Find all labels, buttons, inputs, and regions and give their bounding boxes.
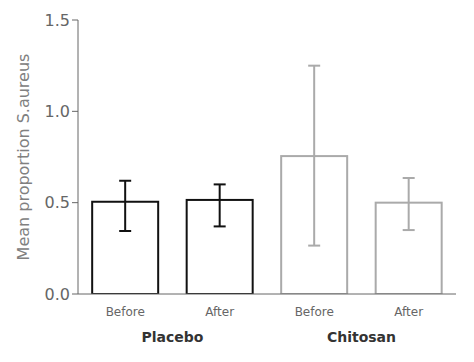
svg-text:Placebo: Placebo	[142, 329, 204, 345]
svg-text:Before: Before	[295, 305, 334, 319]
svg-text:Before: Before	[106, 305, 145, 319]
svg-text:After: After	[205, 305, 234, 319]
svg-text:Chitosan: Chitosan	[327, 329, 396, 345]
svg-text:Mean proportion S.aureus: Mean proportion S.aureus	[14, 54, 33, 261]
svg-text:0.0: 0.0	[45, 285, 70, 304]
svg-text:1.0: 1.0	[45, 102, 70, 121]
svg-text:1.5: 1.5	[45, 11, 70, 30]
svg-text:0.5: 0.5	[45, 193, 70, 212]
svg-text:After: After	[394, 305, 423, 319]
